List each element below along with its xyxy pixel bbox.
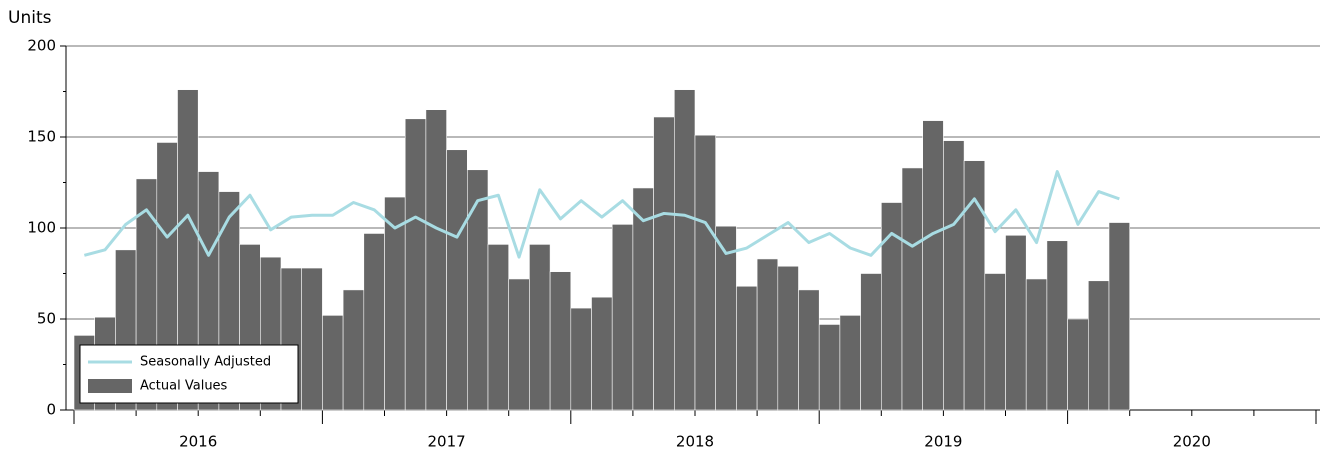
bar bbox=[901, 167, 924, 411]
legend-box bbox=[79, 344, 299, 404]
bar bbox=[425, 109, 447, 411]
bar bbox=[549, 271, 572, 411]
line bbox=[83, 170, 1120, 259]
bar bbox=[922, 120, 944, 411]
bar bbox=[839, 315, 861, 411]
bar bbox=[363, 233, 385, 411]
bar bbox=[694, 134, 717, 411]
legend-label: Seasonally Adjusted bbox=[140, 355, 271, 370]
bar bbox=[342, 289, 365, 411]
bar bbox=[1108, 222, 1131, 411]
bar bbox=[673, 89, 696, 411]
bar bbox=[1088, 280, 1110, 411]
x-tick-label: 2018 bbox=[676, 433, 714, 451]
bar bbox=[570, 307, 592, 411]
bar bbox=[798, 289, 820, 411]
bar bbox=[756, 258, 779, 411]
x-tick-label: 2020 bbox=[1173, 433, 1211, 451]
bar bbox=[860, 273, 882, 411]
y-tick-label: 200 bbox=[27, 37, 56, 55]
bar bbox=[301, 267, 323, 411]
y-tick-label: 50 bbox=[37, 310, 56, 328]
bar bbox=[322, 315, 344, 411]
bar bbox=[591, 296, 613, 411]
legend-label: Actual Values bbox=[140, 379, 228, 394]
legend-swatch bbox=[88, 379, 132, 393]
bar bbox=[1046, 240, 1068, 411]
y-axis-label: Units bbox=[8, 8, 52, 28]
bar bbox=[736, 285, 758, 411]
bar bbox=[466, 169, 489, 411]
bar bbox=[404, 118, 427, 411]
bar bbox=[529, 244, 551, 411]
x-tick-label: 2016 bbox=[179, 433, 217, 451]
bar bbox=[1005, 234, 1027, 411]
x-tick-label: 2017 bbox=[428, 433, 466, 451]
bar bbox=[446, 149, 468, 411]
y-tick-label: 150 bbox=[27, 128, 56, 146]
bar bbox=[943, 140, 965, 411]
bar bbox=[984, 273, 1006, 411]
bar bbox=[508, 278, 530, 411]
y-tick-label: 100 bbox=[27, 219, 56, 237]
bar bbox=[1067, 318, 1089, 411]
bar bbox=[818, 324, 841, 411]
y-tick-label: 0 bbox=[46, 401, 56, 419]
bar bbox=[487, 244, 510, 411]
bar bbox=[653, 116, 675, 411]
bar bbox=[1025, 278, 1048, 411]
x-tick-label: 2019 bbox=[924, 433, 962, 451]
bar bbox=[611, 224, 634, 411]
bar bbox=[777, 265, 799, 411]
